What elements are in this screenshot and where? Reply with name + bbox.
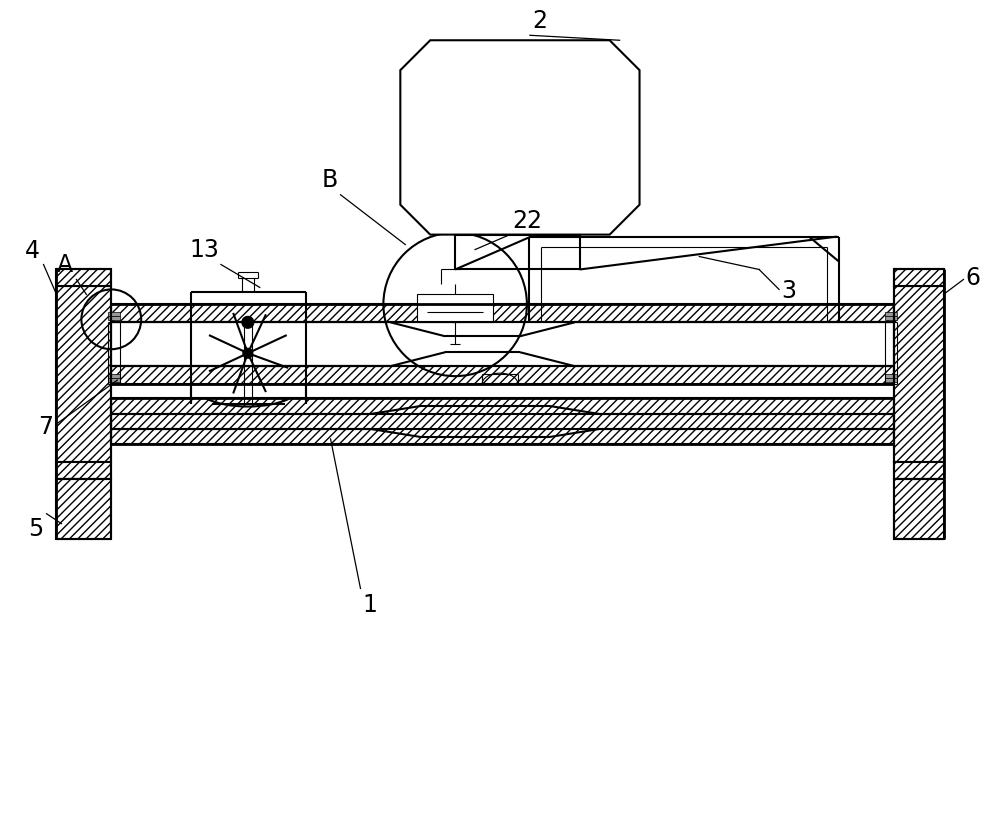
- Bar: [885, 378, 897, 382]
- Text: 22: 22: [512, 208, 542, 233]
- Bar: [885, 374, 897, 378]
- Bar: [894, 286, 944, 462]
- Bar: [885, 316, 897, 320]
- Bar: [111, 366, 894, 384]
- Bar: [108, 316, 120, 320]
- Bar: [56, 462, 111, 479]
- Polygon shape: [400, 40, 640, 234]
- Text: 5: 5: [28, 517, 44, 540]
- Bar: [108, 374, 120, 378]
- Text: A: A: [57, 254, 73, 278]
- Bar: [417, 294, 493, 322]
- Bar: [894, 462, 944, 479]
- Text: 4: 4: [25, 239, 40, 263]
- Bar: [111, 398, 894, 444]
- Text: 13: 13: [189, 238, 219, 262]
- Text: 3: 3: [781, 279, 796, 304]
- Text: B: B: [321, 168, 338, 192]
- Bar: [894, 479, 944, 539]
- Bar: [108, 313, 120, 316]
- Bar: [111, 304, 894, 322]
- Bar: [108, 378, 120, 382]
- Circle shape: [243, 349, 253, 358]
- Text: 1: 1: [362, 594, 377, 617]
- Text: 2: 2: [532, 9, 547, 33]
- Text: 7: 7: [38, 415, 53, 439]
- Bar: [894, 269, 944, 286]
- Bar: [56, 479, 111, 539]
- Bar: [56, 269, 111, 286]
- Circle shape: [242, 316, 254, 329]
- Text: 6: 6: [965, 266, 980, 290]
- Bar: [885, 313, 897, 316]
- Bar: [56, 286, 111, 462]
